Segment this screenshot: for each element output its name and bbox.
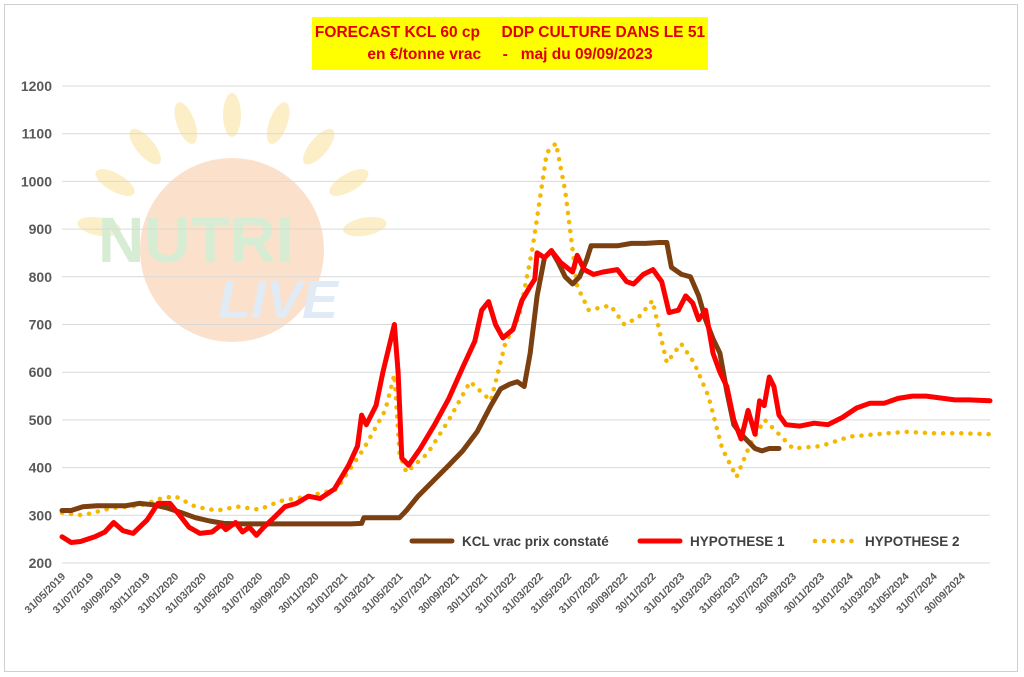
series-group bbox=[59, 140, 993, 545]
x-axis-ticks: 31/05/201931/07/201930/09/201930/11/2019… bbox=[22, 570, 968, 616]
watermark-sun-disc bbox=[140, 158, 324, 342]
y-tick-label: 600 bbox=[29, 364, 53, 380]
legend-label: HYPOTHESE 2 bbox=[865, 534, 960, 549]
watermark-sun-ray bbox=[174, 102, 198, 145]
watermark-sun-ray bbox=[329, 169, 369, 196]
y-axis-ticks: 200 300 400 500 600 700 800 900 1000 1100 1200 bbox=[21, 78, 52, 571]
series-line-hypothese-2 bbox=[59, 140, 993, 518]
watermark-word-nutri: NUTRI bbox=[98, 204, 294, 276]
legend: KCL vrac prix constaté HYPOTHESE 1 HYPOTHE… bbox=[409, 534, 960, 549]
watermark-sun-ray bbox=[95, 169, 135, 196]
chart-title-box: FORECAST KCL 60 cp DDP CULTURE DANS LE 5… bbox=[312, 17, 708, 70]
chart-frame bbox=[4, 4, 1018, 672]
y-tick-label: 500 bbox=[29, 412, 53, 428]
y-tick-label: 200 bbox=[29, 555, 53, 571]
series-line-hypothese-1 bbox=[59, 248, 993, 545]
y-tick-label: 300 bbox=[29, 507, 53, 523]
watermark-sun-ray bbox=[343, 216, 387, 237]
watermark-word-live: LIVE bbox=[218, 270, 340, 330]
legend-label: HYPOTHESE 1 bbox=[690, 534, 785, 549]
y-tick-label: 1200 bbox=[21, 78, 52, 94]
y-tick-label: 800 bbox=[29, 269, 53, 285]
grid-lines bbox=[62, 85, 990, 564]
chart-title-line-1: FORECAST KCL 60 cp DDP CULTURE DANS LE 5… bbox=[314, 23, 706, 41]
nutrilive-watermark: NUTRI LIVE bbox=[77, 93, 387, 342]
watermark-sun-ray bbox=[129, 128, 161, 165]
watermark-sun-ray bbox=[266, 102, 290, 145]
watermark-sun-ray bbox=[77, 216, 121, 237]
y-tick-label: 400 bbox=[29, 460, 53, 476]
y-tick-label: 700 bbox=[29, 317, 53, 333]
watermark-sun-ray bbox=[223, 93, 241, 137]
legend-label: KCL vrac prix constaté bbox=[462, 534, 609, 549]
watermark-sun-ray bbox=[303, 128, 335, 165]
y-tick-label: 1000 bbox=[21, 173, 52, 189]
watermark-sun-rays bbox=[77, 93, 387, 237]
chart-title-line-2: en €/tonne vrac - maj du 09/09/2023 bbox=[367, 45, 653, 63]
y-tick-label: 900 bbox=[29, 221, 53, 237]
y-tick-label: 1100 bbox=[22, 126, 53, 142]
